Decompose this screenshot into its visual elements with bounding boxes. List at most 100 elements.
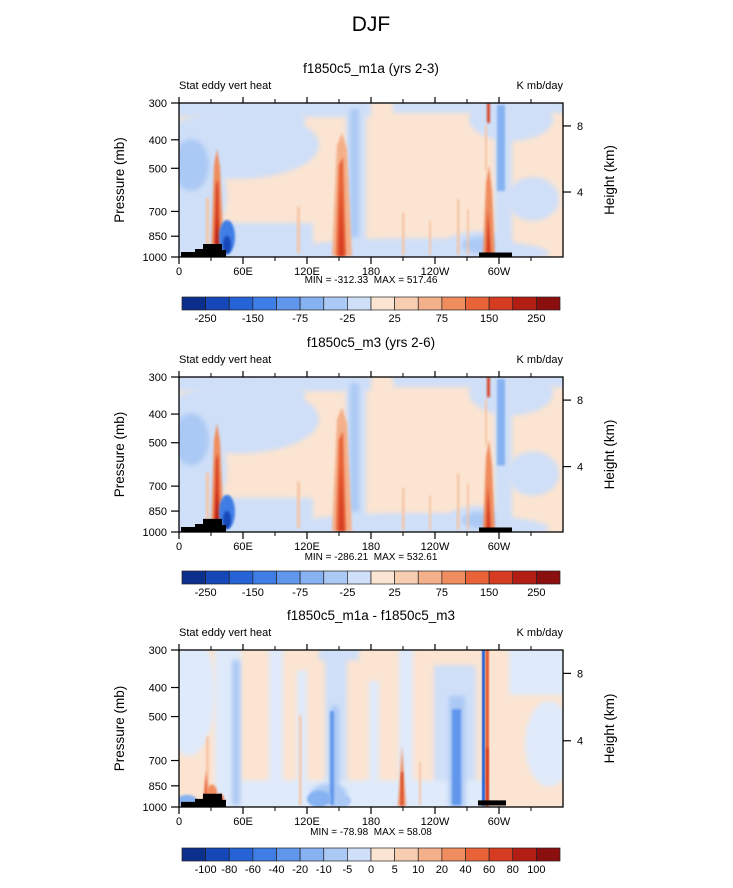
colorbar-segment: [252, 296, 277, 311]
pressure-tick-label: 500: [149, 163, 167, 175]
colorbar-segment: [512, 847, 537, 862]
colorbar-tick-label: -100: [195, 864, 217, 876]
contour-fill-shape: [297, 481, 300, 528]
x-tick-label: 0: [176, 266, 182, 278]
pressure-tick-label: 700: [149, 481, 167, 493]
contour-fill-shape: [350, 383, 359, 512]
pressure-tick-label: 700: [149, 206, 167, 218]
pressure-tick-label: 850: [149, 781, 167, 793]
left-axis-label: Pressure (mb): [112, 137, 127, 223]
contour-fill-shape: [179, 497, 313, 532]
height-tick-label: 4: [577, 187, 583, 199]
contour-fill-shape: [485, 650, 489, 806]
colorbar-tick-label: 250: [527, 587, 545, 599]
contour-fill-shape: [525, 700, 563, 787]
pressure-tick-label: 300: [149, 645, 167, 657]
colorbar-segment: [276, 847, 301, 862]
contour-fill-shape: [330, 711, 334, 805]
right-axis-label: Height (km): [602, 145, 617, 215]
colorbar-segment: [394, 570, 419, 585]
main-title: DJF: [351, 13, 391, 36]
colorbar-segment: [181, 296, 206, 311]
colorbar-segment: [276, 296, 301, 311]
left-axis-label: Pressure (mb): [112, 412, 127, 498]
contour-fill-shape: [239, 780, 489, 807]
left-axis-label: Pressure (mb): [112, 686, 127, 772]
colorbar-segment: [441, 570, 466, 585]
contour-fill-shape: [232, 660, 240, 805]
colorbar-segment: [465, 847, 490, 862]
colorbar-segment: [323, 296, 348, 311]
colorbar-tick-label: 25: [389, 587, 401, 599]
colorbar-segment: [512, 570, 537, 585]
contour-fill-shape: [299, 715, 302, 805]
colorbar-tick-label: -20: [292, 864, 308, 876]
contour-fill-shape: [452, 709, 461, 805]
contour-fill-shape: [485, 399, 487, 446]
colorbar-tick-label: -250: [195, 587, 217, 599]
colorbar-segment: [276, 570, 301, 585]
colorbar-tick-label: -25: [339, 587, 355, 599]
contour-fill-shape: [206, 736, 209, 805]
colorbar-tick-label: -250: [195, 313, 217, 325]
colorbar-tick-label: -75: [292, 587, 308, 599]
contour-fill-shape: [497, 105, 505, 191]
colorbar-segment: [323, 570, 348, 585]
panel-1: 0 60E 120E 180 120W 60W 300 400 500 700 850 1000 8 4 P…: [112, 97, 617, 278]
colorbar-segment: [488, 847, 514, 862]
colorbar-tick-label: -150: [242, 587, 264, 599]
contour-fill-shape: [487, 103, 490, 123]
panel1-title: f1850c5_m1a (yrs 2-3): [303, 61, 439, 76]
contour-fill-shape: [179, 413, 209, 466]
colorbar-tick-label: -75: [292, 313, 308, 325]
colorbar-tick-label: 100: [527, 864, 545, 876]
pressure-tick-label: 850: [149, 231, 167, 243]
contour-fill-shape: [245, 106, 305, 136]
pressure-tick-label: 300: [149, 98, 167, 110]
x-tick-label: 120E: [294, 541, 320, 553]
contour-fill-shape: [457, 199, 460, 255]
x-tick-label: 180: [362, 266, 380, 278]
colorbar-segment: [536, 847, 561, 862]
colorbar-tick-label: 20: [436, 864, 448, 876]
colorbar-segment: [465, 570, 490, 585]
contour-fill-shape: [419, 762, 421, 805]
contour-fill-shape: [339, 191, 344, 256]
height-tick-label: 4: [577, 736, 583, 748]
colorbar-segment: [417, 296, 443, 311]
panel2-title: f1850c5_m3 (yrs 2-6): [306, 335, 436, 350]
colorbar-segment: [205, 296, 230, 311]
contour-fill-shape: [467, 209, 469, 255]
colorbar-segment: [252, 570, 277, 585]
contour-fill-shape: [179, 139, 209, 191]
pressure-tick-label: 700: [149, 756, 167, 768]
colorbar-tick-label: 75: [436, 587, 448, 599]
colorbar-tick-label: 150: [480, 313, 498, 325]
colorbar-tick-label: 10: [412, 864, 424, 876]
colorbar-segment: [417, 847, 443, 862]
panel-1-field: [179, 103, 563, 257]
topography-fill: [478, 800, 506, 806]
colorbar-segment: [394, 296, 419, 311]
pressure-tick-label: 500: [149, 438, 167, 450]
colorbar-segment: [370, 570, 395, 585]
contour-fill-shape: [307, 790, 331, 807]
panel-3-colorbar: -100 -80 -60 -40 -20 -10 -5 0 5 10 20 40 60 80 100: [181, 847, 561, 876]
panel-3-field: [179, 650, 563, 807]
contour-fill-shape: [507, 451, 559, 496]
colorbar-segment: [370, 847, 395, 862]
x-tick-label: 60E: [233, 541, 253, 553]
contour-fill-shape: [509, 650, 563, 695]
topography-fill: [181, 244, 226, 257]
colorbar-tick-label: 80: [507, 864, 519, 876]
colorbar-segment: [441, 296, 466, 311]
right-axis-label: Height (km): [602, 694, 617, 764]
pressure-tick-label: 400: [149, 409, 167, 421]
colorbar-segment: [441, 847, 466, 862]
contour-fill-shape: [223, 236, 231, 254]
colorbar-segment: [512, 296, 537, 311]
contour-fill-shape: [206, 472, 209, 530]
x-tick-label: 60W: [488, 266, 511, 278]
colorbar-segment: [347, 847, 372, 862]
colorbar-tick-label: -5: [342, 864, 352, 876]
